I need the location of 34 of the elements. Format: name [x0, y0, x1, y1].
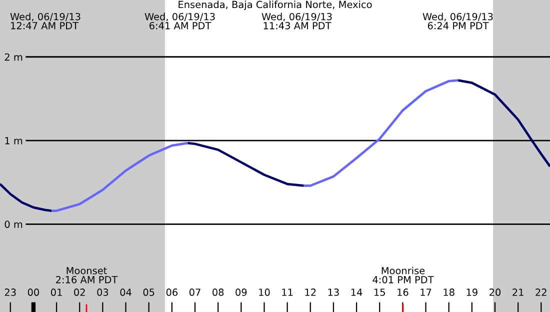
- x-tick-label: 22: [536, 288, 546, 296]
- annotation: Wed, 06/19/13 6:41 AM PDT: [144, 12, 215, 30]
- annotation: Moonrise 4:01 PM PDT: [372, 266, 434, 284]
- x-tick-label: 05: [143, 288, 154, 296]
- x-tick-label: 23: [4, 288, 16, 296]
- x-tick-label: 07: [189, 288, 200, 296]
- x-tick-label: 17: [420, 288, 432, 296]
- y-tick-label: 0 m: [4, 220, 22, 228]
- chart-title: Ensenada, Baja California Norte, Mexico: [178, 0, 372, 10]
- x-tick-label: 10: [259, 288, 270, 296]
- x-tick-label: 04: [120, 288, 132, 296]
- x-tick-label: 15: [374, 288, 385, 296]
- annotation: Wed, 06/19/13 6:24 PM PDT: [422, 12, 493, 30]
- y-tick-label: 2 m: [4, 53, 22, 61]
- x-tick-label: 12: [305, 288, 316, 296]
- x-tick-label: 09: [236, 288, 247, 296]
- y-tick-label: 1 m: [5, 137, 22, 144]
- x-tick-label: 13: [328, 288, 339, 296]
- x-tick-label: 08: [212, 288, 224, 296]
- annotation: Wed, 06/19/13 11:43 AM PDT: [262, 12, 332, 30]
- x-tick-label: 03: [97, 288, 108, 296]
- x-tick-label: 01: [50, 288, 62, 296]
- x-tick-label: 06: [166, 288, 178, 296]
- x-tick-label: 00: [28, 288, 39, 296]
- x-tick-label: 02: [74, 288, 85, 296]
- x-tick-label: 21: [512, 288, 524, 296]
- x-tick-label: 19: [466, 288, 478, 296]
- annotation: Wed, 06/19/13 12:47 AM PDT: [10, 12, 80, 30]
- x-tick-label: 16: [398, 288, 408, 296]
- x-tick-label: 14: [351, 288, 362, 296]
- x-tick-label: 11: [282, 288, 293, 296]
- x-tick-label: 18: [444, 288, 454, 296]
- x-tick-label: 20: [490, 288, 501, 296]
- annotation: Moonset 2:16 AM PDT: [56, 267, 118, 284]
